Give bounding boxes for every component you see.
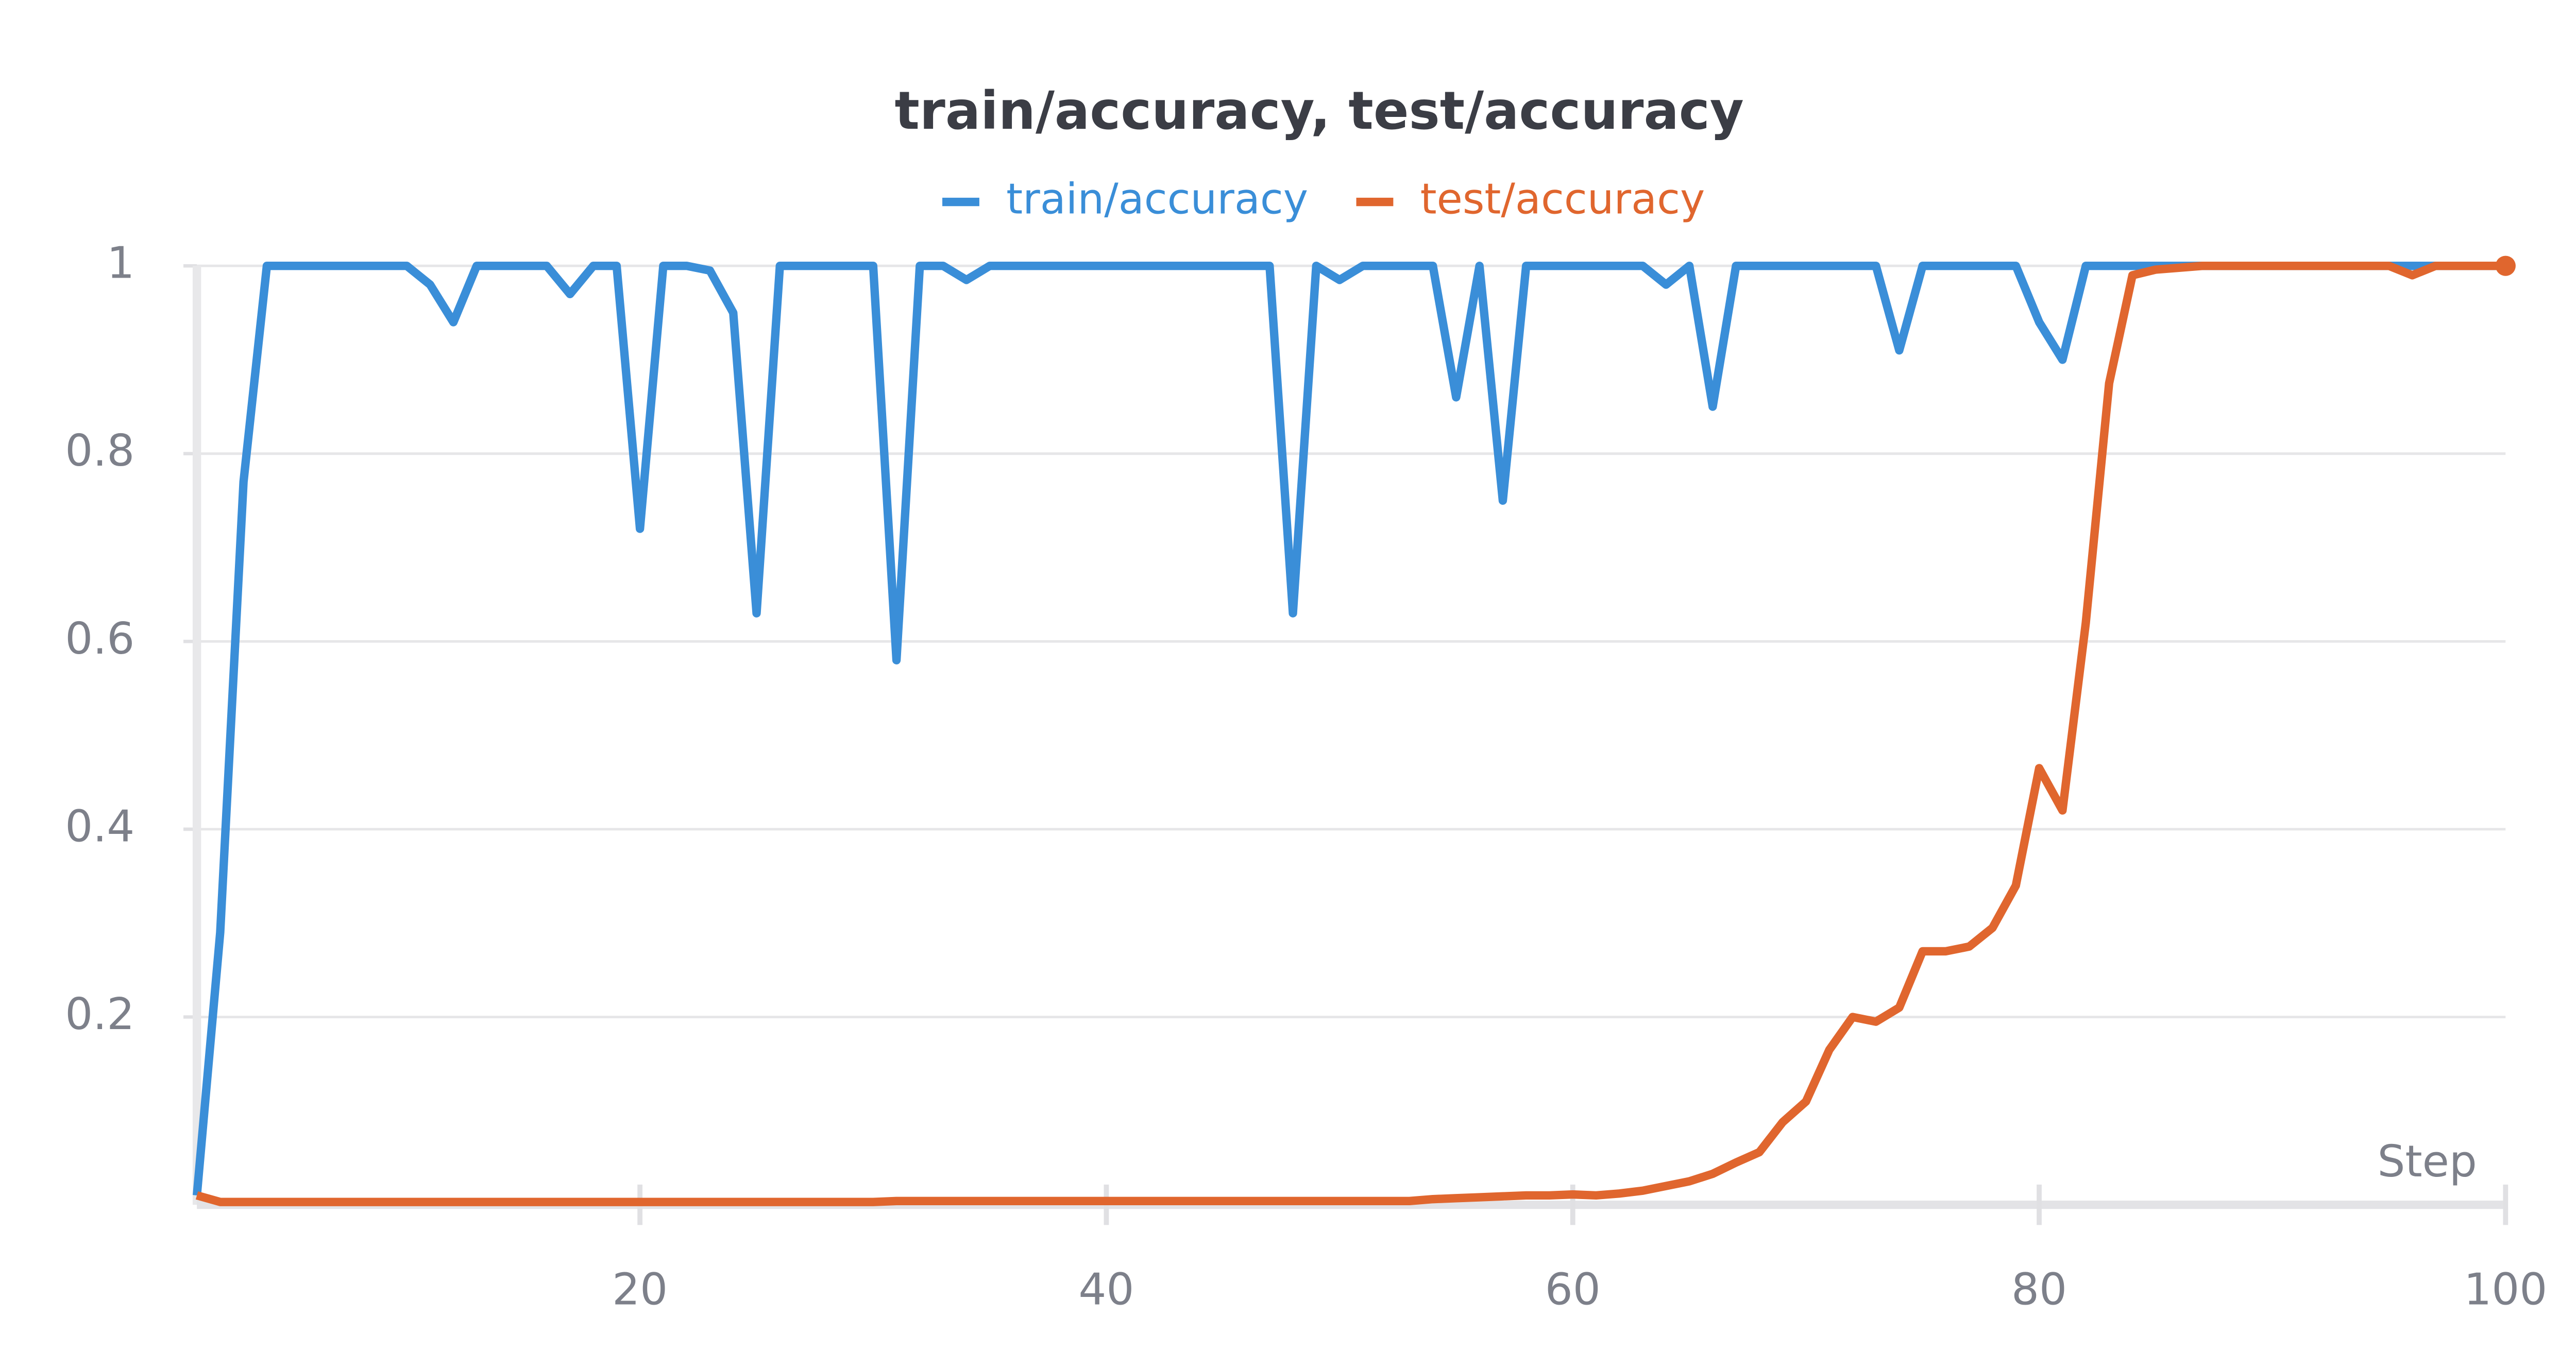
- y-tick-label: 0.4: [65, 801, 134, 852]
- y-tick-label: 0.2: [65, 989, 134, 1040]
- y-tick-label: 0.6: [65, 613, 134, 664]
- x-axis-label: Step: [2377, 1136, 2477, 1187]
- chart-title: train/accuracy, test/accuracy: [895, 80, 1744, 141]
- legend-label: train/accuracy: [1006, 175, 1308, 224]
- y-tick-label: 0.8: [65, 425, 134, 476]
- series-line: [193, 262, 2506, 1196]
- x-tick-label: 20: [612, 1264, 668, 1315]
- legend-label: test/accuracy: [1420, 175, 1705, 224]
- x-tick-label: 40: [1078, 1264, 1134, 1315]
- y-tick-label: 1: [107, 238, 134, 289]
- series-line: [195, 262, 2506, 1206]
- x-tick-label: 80: [2011, 1264, 2067, 1315]
- x-tick-label: 60: [1545, 1264, 1601, 1315]
- x-tick-label: 100: [2464, 1264, 2547, 1315]
- end-point: [2495, 255, 2516, 276]
